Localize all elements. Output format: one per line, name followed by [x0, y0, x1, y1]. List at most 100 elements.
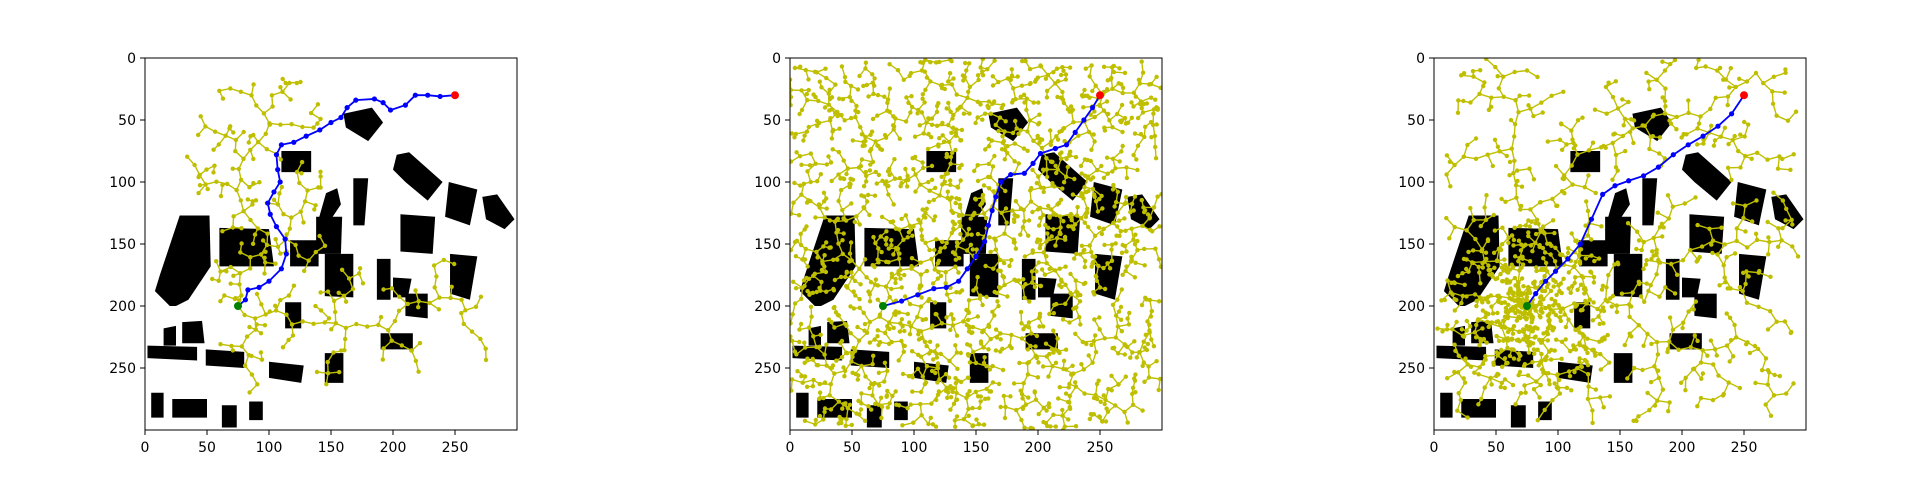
tree-node — [1516, 279, 1521, 285]
tree-node — [1511, 237, 1517, 243]
tree-node — [1644, 281, 1649, 286]
tree-node — [1445, 322, 1450, 328]
tree-node — [958, 138, 963, 143]
tree-node — [824, 240, 829, 245]
tree-node — [1078, 163, 1084, 169]
tree-node — [994, 335, 1000, 340]
tree-node — [1541, 224, 1546, 229]
tree-node — [954, 414, 960, 419]
tree-node — [1656, 257, 1661, 263]
tree-node — [792, 135, 797, 140]
tree-node — [217, 88, 222, 94]
tree-node — [902, 272, 907, 278]
tree-node — [792, 239, 798, 245]
tree-node — [965, 317, 971, 323]
tree-node — [1047, 266, 1052, 272]
tree-node — [924, 75, 930, 80]
tree-node — [220, 182, 225, 188]
tree-node — [247, 324, 252, 330]
tree-node — [1092, 139, 1097, 144]
tree-node — [241, 129, 246, 135]
tree-node — [262, 323, 268, 328]
tree-node — [1070, 192, 1076, 197]
tree-node — [1057, 283, 1062, 288]
tree-node — [1069, 224, 1074, 229]
tree-node — [1498, 271, 1503, 277]
tree-node — [928, 415, 933, 420]
tree-node — [224, 269, 229, 274]
tree-node — [1486, 107, 1492, 113]
tree-node — [1534, 379, 1539, 384]
tree-node — [1596, 256, 1602, 261]
tree-node — [929, 163, 935, 169]
tree-node — [1517, 329, 1522, 334]
tree-node — [905, 406, 910, 411]
tree-node — [1516, 314, 1521, 319]
tree-node — [841, 158, 846, 163]
tree-node — [849, 98, 854, 104]
tree-node — [1063, 282, 1068, 287]
tree-node — [228, 124, 233, 129]
tree-node — [1744, 79, 1750, 84]
tree-node — [416, 305, 421, 310]
tree-node — [409, 348, 414, 353]
tree-node — [1698, 114, 1703, 119]
tree-node — [1577, 261, 1583, 266]
tree-node — [1500, 364, 1505, 369]
tree-node — [1133, 390, 1138, 395]
tree-node — [968, 216, 973, 221]
tree-node — [1683, 388, 1688, 393]
tree-node — [1068, 104, 1074, 109]
tree-node — [1038, 63, 1043, 68]
tree-node — [948, 395, 954, 400]
tree-node — [920, 92, 925, 97]
tree-node — [1041, 419, 1046, 425]
tree-node — [1097, 414, 1103, 420]
tree-node — [331, 298, 337, 304]
tree-node — [308, 110, 314, 116]
tree-node — [813, 161, 818, 166]
tree-node — [1662, 98, 1668, 104]
tree-node — [1720, 393, 1726, 398]
tree-node — [1090, 88, 1095, 94]
tree-node — [1061, 100, 1067, 106]
x-tick-label: 250 — [442, 440, 469, 456]
tree-node — [1034, 77, 1039, 82]
tree-node — [1655, 210, 1661, 215]
tree-node — [1151, 111, 1156, 116]
tree-node — [1503, 262, 1508, 268]
tree-node — [1725, 102, 1730, 108]
tree-node — [1086, 188, 1091, 194]
tree-node — [833, 82, 838, 87]
tree-node — [1551, 310, 1556, 315]
tree-nodes — [185, 76, 489, 395]
tree-node — [1113, 313, 1119, 318]
tree-node — [1724, 255, 1729, 260]
tree-node — [1641, 343, 1646, 348]
tree-node — [1516, 357, 1521, 362]
tree-node — [1021, 327, 1026, 332]
tree-node — [1712, 347, 1718, 352]
tree-node — [1721, 77, 1726, 82]
tree-node — [205, 186, 210, 192]
tree-node — [1701, 141, 1706, 146]
tree-node — [1556, 303, 1561, 308]
tree-node — [867, 168, 873, 173]
tree-node — [301, 220, 306, 225]
tree-node — [906, 100, 911, 106]
tree-node — [884, 242, 889, 247]
tree-node — [843, 79, 848, 85]
tree-node — [1745, 245, 1750, 250]
obstacle-5 — [1642, 178, 1658, 226]
tree-node — [329, 327, 334, 332]
path-point-24 — [380, 100, 386, 106]
tree-node — [257, 180, 262, 185]
tree-node — [1157, 376, 1162, 382]
tree-node — [835, 227, 841, 233]
tree-node — [1561, 89, 1566, 95]
tree-node — [818, 395, 823, 401]
tree-node — [1552, 381, 1557, 386]
tree-node — [857, 305, 862, 310]
tree-node — [1665, 193, 1671, 198]
tree-node — [939, 174, 944, 179]
